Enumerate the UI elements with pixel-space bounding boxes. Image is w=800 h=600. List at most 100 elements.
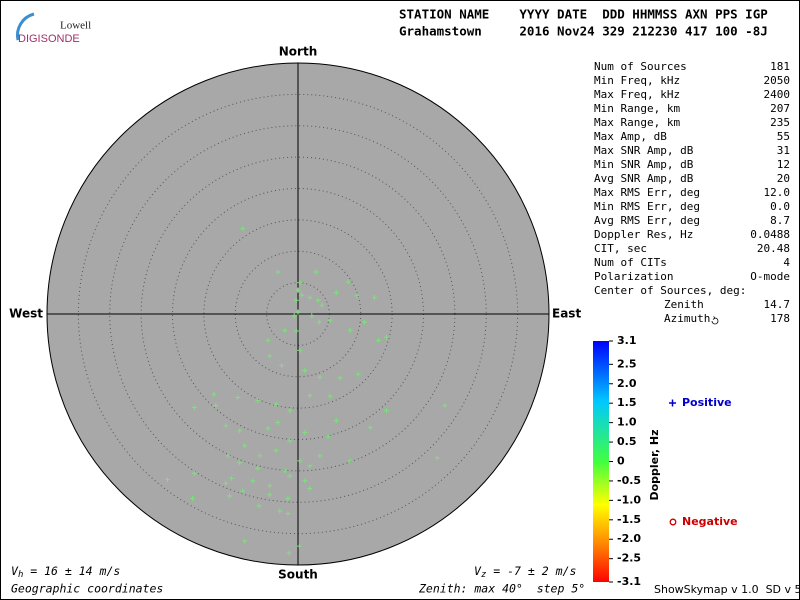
source-point	[317, 453, 323, 459]
source-point	[275, 269, 281, 275]
stat-label: Doppler Res, Hz	[594, 228, 693, 241]
source-point	[302, 478, 308, 484]
source-point	[273, 448, 279, 454]
source-point	[237, 460, 243, 466]
source-point	[257, 453, 263, 459]
source-point	[191, 404, 197, 410]
source-point	[307, 463, 313, 469]
stat-label: Azimuth	[664, 312, 710, 325]
source-point	[299, 292, 305, 298]
source-point	[327, 317, 333, 323]
stat-value: 2050	[764, 74, 791, 87]
direction-label: North	[279, 45, 317, 59]
source-point	[375, 337, 381, 343]
source-point	[442, 403, 448, 409]
stat-label: Min Freq, kHz	[594, 74, 680, 87]
stat-label: Max Amp, dB	[594, 130, 667, 143]
source-point	[319, 302, 325, 308]
legend-label: Positive	[682, 396, 732, 409]
source-point	[307, 393, 313, 399]
stat-value: 4	[783, 256, 790, 269]
colorbar-tick-label: -2.5	[617, 552, 641, 565]
stat-value: O-mode	[750, 270, 790, 283]
legend-symbol	[669, 518, 677, 526]
stat-value: 12.0	[764, 186, 791, 199]
stat-label: Max Range, km	[594, 116, 680, 129]
source-point	[240, 488, 246, 494]
source-point	[255, 398, 261, 404]
source-point	[285, 495, 291, 501]
source-point	[302, 430, 308, 436]
colorbar-tick-label: -2.0	[617, 532, 641, 545]
source-point	[282, 327, 288, 333]
direction-label: South	[278, 568, 318, 582]
source-point	[291, 313, 297, 319]
direction-label: East	[552, 307, 581, 321]
source-point	[347, 327, 353, 333]
azimuth-icon	[711, 316, 719, 325]
source-point	[267, 492, 273, 498]
source-point	[250, 478, 256, 484]
source-point	[242, 443, 248, 449]
logo-bottom: DIGISONDE	[18, 33, 80, 45]
stat-value: 0.0	[770, 200, 790, 213]
source-point	[383, 334, 389, 340]
coords-label: Geographic coordinates	[11, 582, 163, 596]
logo-top: Lowell	[60, 20, 91, 32]
source-point	[309, 313, 315, 319]
colorbar-tick-label: -3.1	[617, 575, 641, 588]
colorbar-tick-label: 0.5	[617, 435, 637, 448]
colorbar-tick-label: 3.1	[617, 334, 637, 347]
source-point	[273, 401, 279, 407]
header-line: STATION NAME YYYY DATE DDD HHMMSS AXN PP…	[399, 7, 768, 22]
source-point	[223, 480, 229, 486]
stat-label: Avg SNR Amp, dB	[594, 172, 694, 185]
source-point	[277, 508, 283, 514]
source-point	[285, 511, 291, 517]
source-point	[287, 408, 293, 414]
colorbar-tick-label: -1.5	[617, 513, 641, 526]
source-point	[293, 297, 299, 303]
source-point	[297, 347, 303, 353]
stat-label: Num of Sources	[594, 60, 687, 73]
source-point	[295, 287, 301, 293]
stat-label: Min RMS Err, deg	[594, 200, 700, 213]
vz-label: Vz = -7 ± 2 m/s	[474, 564, 576, 580]
colorbar-label: Doppler, Hz	[648, 429, 661, 500]
source-point	[190, 495, 196, 501]
colorbar	[593, 341, 609, 582]
source-point	[191, 470, 197, 476]
source-point	[295, 309, 301, 315]
source-point	[347, 458, 353, 464]
stat-label: Polarization	[594, 270, 673, 283]
stat-value: 235	[770, 116, 790, 129]
source-point	[256, 503, 262, 509]
stat-value: 12	[777, 158, 790, 171]
source-point	[354, 293, 360, 299]
source-point	[345, 279, 351, 285]
stat-label: Avg RMS Err, deg	[594, 214, 700, 227]
stat-label: Max RMS Err, deg	[594, 186, 700, 199]
source-point	[275, 420, 281, 426]
stat-label: Num of CITs	[594, 256, 667, 269]
stat-value: 20.48	[757, 242, 790, 255]
zenith-label: Zenith: max 40° step 5°	[418, 582, 585, 596]
header-line: Grahamstown 2016 Nov24 329 212230 417 10…	[399, 24, 768, 39]
source-point	[164, 477, 170, 483]
source-point	[265, 337, 271, 343]
source-point	[383, 408, 389, 414]
source-point	[287, 473, 293, 479]
source-point	[223, 423, 229, 429]
source-point	[294, 328, 300, 334]
source-point	[213, 403, 219, 409]
stat-value: 2400	[764, 88, 791, 101]
colorbar-tick-label: 0	[617, 455, 625, 468]
colorbar-tick-label: 2.5	[617, 357, 637, 370]
version: ShowSkymap v 1.0 SD v 5.1	[654, 583, 800, 596]
vh-label: Vh = 16 ± 14 m/s	[11, 564, 120, 580]
source-point	[282, 468, 288, 474]
legend-symbol	[669, 399, 676, 407]
stat-label: Max Freq, kHz	[594, 88, 680, 101]
source-point	[372, 295, 378, 301]
source-point	[279, 362, 285, 368]
